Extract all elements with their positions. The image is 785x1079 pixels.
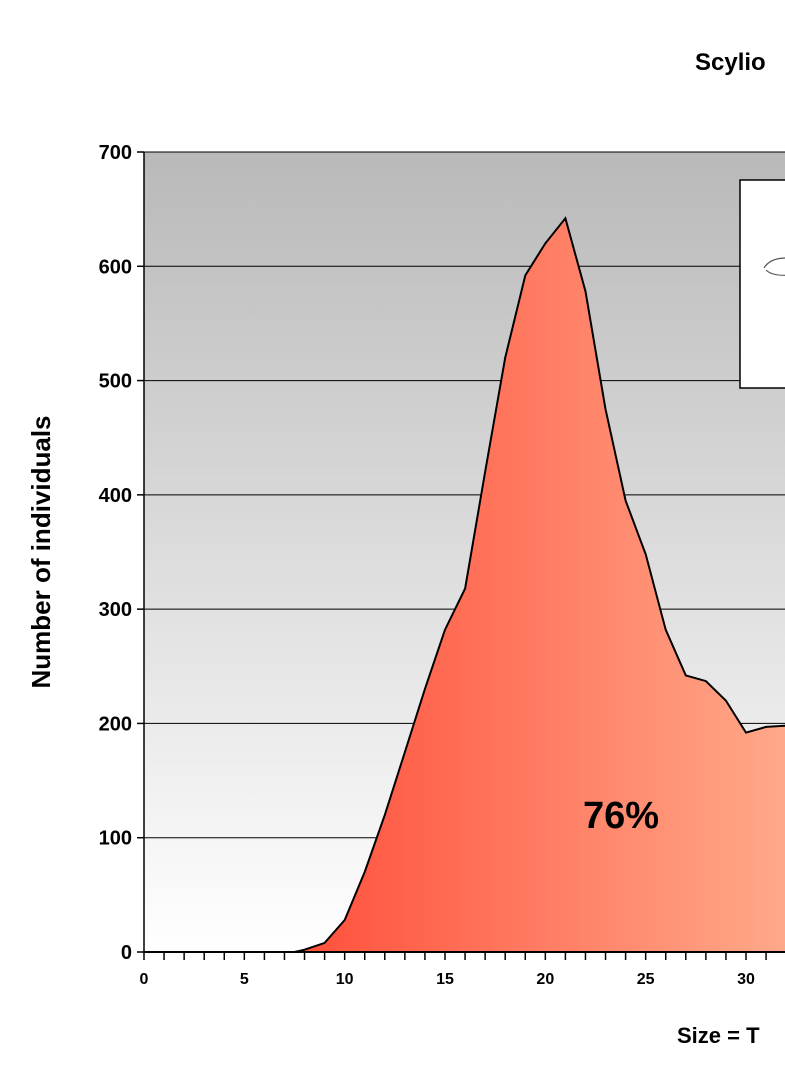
y-tick-label: 100 [99,828,132,850]
x-tick-label: 5 [240,971,249,988]
x-tick-label: 10 [336,971,354,988]
y-tick-label: 200 [99,713,132,735]
x-tick-labels: 0 5 10 15 20 25 30 [140,971,755,988]
x-tick-label: 25 [637,971,655,988]
y-tick-label: 600 [99,256,132,278]
x-tick-label: 0 [140,971,149,988]
x-tick-label: 30 [737,971,755,988]
y-tick-labels: 0 100 200 300 400 500 600 700 [99,142,132,964]
y-tick-label: 500 [99,371,132,393]
y-axis-label: Number of individuals [26,415,56,688]
x-axis-label: Size = T [677,1023,760,1048]
percentage-annotation: 76% [583,795,659,837]
chart-title: Scylio [695,49,766,76]
axes [137,151,785,960]
y-tick-label: 0 [121,942,132,964]
x-tick-label: 15 [436,971,454,988]
shark-illustration-inset [739,179,785,389]
y-tick-label: 400 [99,485,132,507]
y-tick-label: 700 [99,142,132,164]
shark-icon [763,257,785,276]
x-tick-label: 20 [536,971,554,988]
y-tick-label: 300 [99,599,132,621]
